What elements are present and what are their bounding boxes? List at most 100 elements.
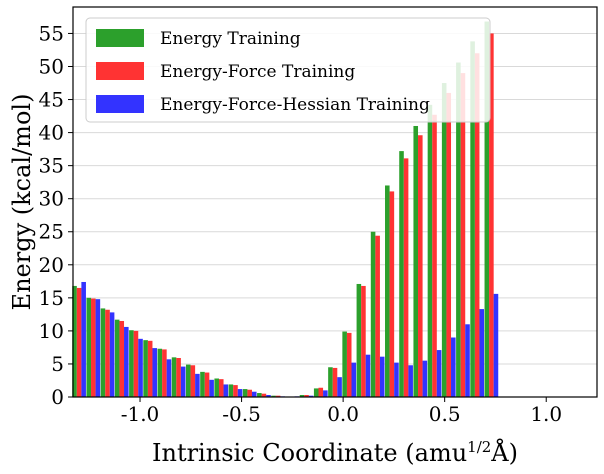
bar xyxy=(432,114,437,398)
bar xyxy=(251,391,257,397)
bar xyxy=(356,283,362,397)
legend-label: Energy-Force-Hessian Training xyxy=(160,95,430,115)
y-tick-label: 15 xyxy=(39,286,64,310)
x-tick-label: 1.0 xyxy=(530,402,562,426)
x-axis-label: Intrinsic Coordinate (amu1/2Å) xyxy=(152,438,518,467)
bar xyxy=(408,365,413,397)
y-axis-label: Energy (kcal/mol) xyxy=(8,94,36,311)
bar xyxy=(91,298,96,397)
y-tick-label: 5 xyxy=(51,352,64,376)
y-axis: 0 5 10 15 20 25 30 35 40 45 50 55 xyxy=(39,21,73,409)
y-tick-label: 10 xyxy=(39,319,64,343)
bar xyxy=(195,373,200,397)
bar xyxy=(361,285,366,397)
bar xyxy=(95,299,101,397)
bar xyxy=(223,384,229,397)
bar xyxy=(337,377,342,397)
bar xyxy=(209,379,214,397)
bar xyxy=(218,379,224,397)
bar xyxy=(100,308,106,397)
bar xyxy=(342,331,347,397)
bar xyxy=(185,364,191,397)
x-axis-label-tail: Å) xyxy=(490,438,518,467)
y-tick-label: 20 xyxy=(39,253,64,277)
y-tick-label: 35 xyxy=(39,154,64,178)
x-tick-label: 0.5 xyxy=(429,402,461,426)
bar xyxy=(109,312,115,397)
bar xyxy=(180,366,186,397)
bar xyxy=(422,360,428,397)
bar xyxy=(304,395,309,397)
legend-label: Energy Training xyxy=(160,29,301,49)
bar xyxy=(446,92,452,398)
bar xyxy=(257,393,262,397)
y-tick-label: 55 xyxy=(39,21,64,45)
legend-swatch xyxy=(96,62,144,80)
bar xyxy=(133,330,139,397)
bar xyxy=(271,395,276,397)
bar xyxy=(242,389,248,397)
bar xyxy=(119,320,125,397)
y-tick-label: 45 xyxy=(39,88,64,112)
bar xyxy=(456,62,461,398)
bar xyxy=(385,185,390,397)
bar xyxy=(346,332,352,397)
bar xyxy=(413,125,419,398)
x-axis: -1.0 -0.5 0.0 0.5 1.0 xyxy=(121,397,562,426)
x-tick-label: -0.5 xyxy=(222,402,261,426)
bar xyxy=(451,337,456,397)
bar xyxy=(237,389,243,397)
bar xyxy=(105,309,110,397)
bar xyxy=(323,390,328,397)
bar xyxy=(370,231,376,397)
bar xyxy=(157,348,163,397)
bar xyxy=(176,358,181,397)
bar xyxy=(228,384,234,397)
legend-label: Energy-Force Training xyxy=(160,62,355,82)
bar xyxy=(171,357,177,397)
bar xyxy=(124,326,129,397)
bar xyxy=(441,83,447,397)
bar xyxy=(200,371,205,397)
bar xyxy=(403,158,409,397)
y-tick-label: 40 xyxy=(39,121,64,145)
bar xyxy=(266,395,271,397)
bar xyxy=(399,151,404,397)
y-tick-label: 25 xyxy=(39,220,64,244)
bar xyxy=(318,387,324,397)
bar xyxy=(81,281,86,397)
bar xyxy=(484,21,490,398)
bar xyxy=(114,319,120,397)
y-tick-label: 0 xyxy=(51,385,64,409)
bar xyxy=(365,354,371,397)
bar xyxy=(76,287,82,397)
bar xyxy=(261,393,267,397)
bar xyxy=(465,324,470,397)
plot-frame xyxy=(72,6,598,398)
bar xyxy=(147,340,153,397)
bar xyxy=(275,395,281,397)
bar xyxy=(299,395,305,397)
bar xyxy=(166,359,172,397)
bar xyxy=(72,285,77,397)
bar xyxy=(190,365,196,397)
bar xyxy=(86,297,92,397)
bar xyxy=(351,362,357,397)
bar xyxy=(328,367,333,397)
bar xyxy=(233,385,238,397)
bar xyxy=(460,73,466,398)
bar xyxy=(152,348,158,397)
x-axis-label-main: Intrinsic Coordinate (amu xyxy=(152,439,467,467)
bar xyxy=(479,309,485,397)
bar xyxy=(394,362,399,397)
bar xyxy=(162,349,167,397)
x-axis-label-superscript: 1/2 xyxy=(467,438,491,456)
bar xyxy=(474,53,480,398)
bar xyxy=(308,395,314,397)
bar xyxy=(470,41,475,397)
bar xyxy=(129,330,134,397)
x-tick-label: 0.0 xyxy=(327,402,359,426)
bar xyxy=(389,191,395,397)
bar xyxy=(379,356,385,397)
